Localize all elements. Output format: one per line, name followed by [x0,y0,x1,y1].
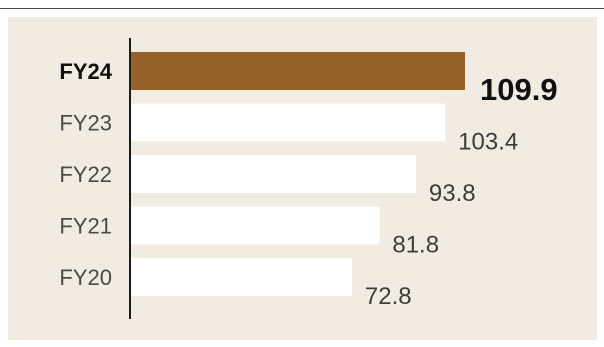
bar-fy23 [130,103,446,142]
bar-fy22 [130,155,416,193]
bar-fy21 [130,206,380,245]
category-label-fy21: FY21 [59,214,112,239]
bar-fy20 [130,258,352,296]
chart-panel: FY24 109.9 FY23 103.4 FY22 93.8 FY21 81.8 FY20 72… [8,17,597,340]
value-label-fy21: 81.8 [392,232,439,259]
category-label-fy24: FY24 [59,59,112,84]
top-rule [0,8,604,9]
category-label-fy23: FY23 [59,111,112,136]
bar-fy24 [130,52,465,90]
category-label-fy22: FY22 [59,162,112,187]
bar-chart: FY24 109.9 FY23 103.4 FY22 93.8 FY21 81.8 FY20 72… [59,38,558,319]
value-label-fy20: 72.8 [365,283,412,310]
value-label-fy23: 103.4 [458,129,518,156]
value-label-fy24: 109.9 [480,72,558,107]
value-label-fy22: 93.8 [429,180,476,207]
category-label-fy20: FY20 [59,265,112,290]
